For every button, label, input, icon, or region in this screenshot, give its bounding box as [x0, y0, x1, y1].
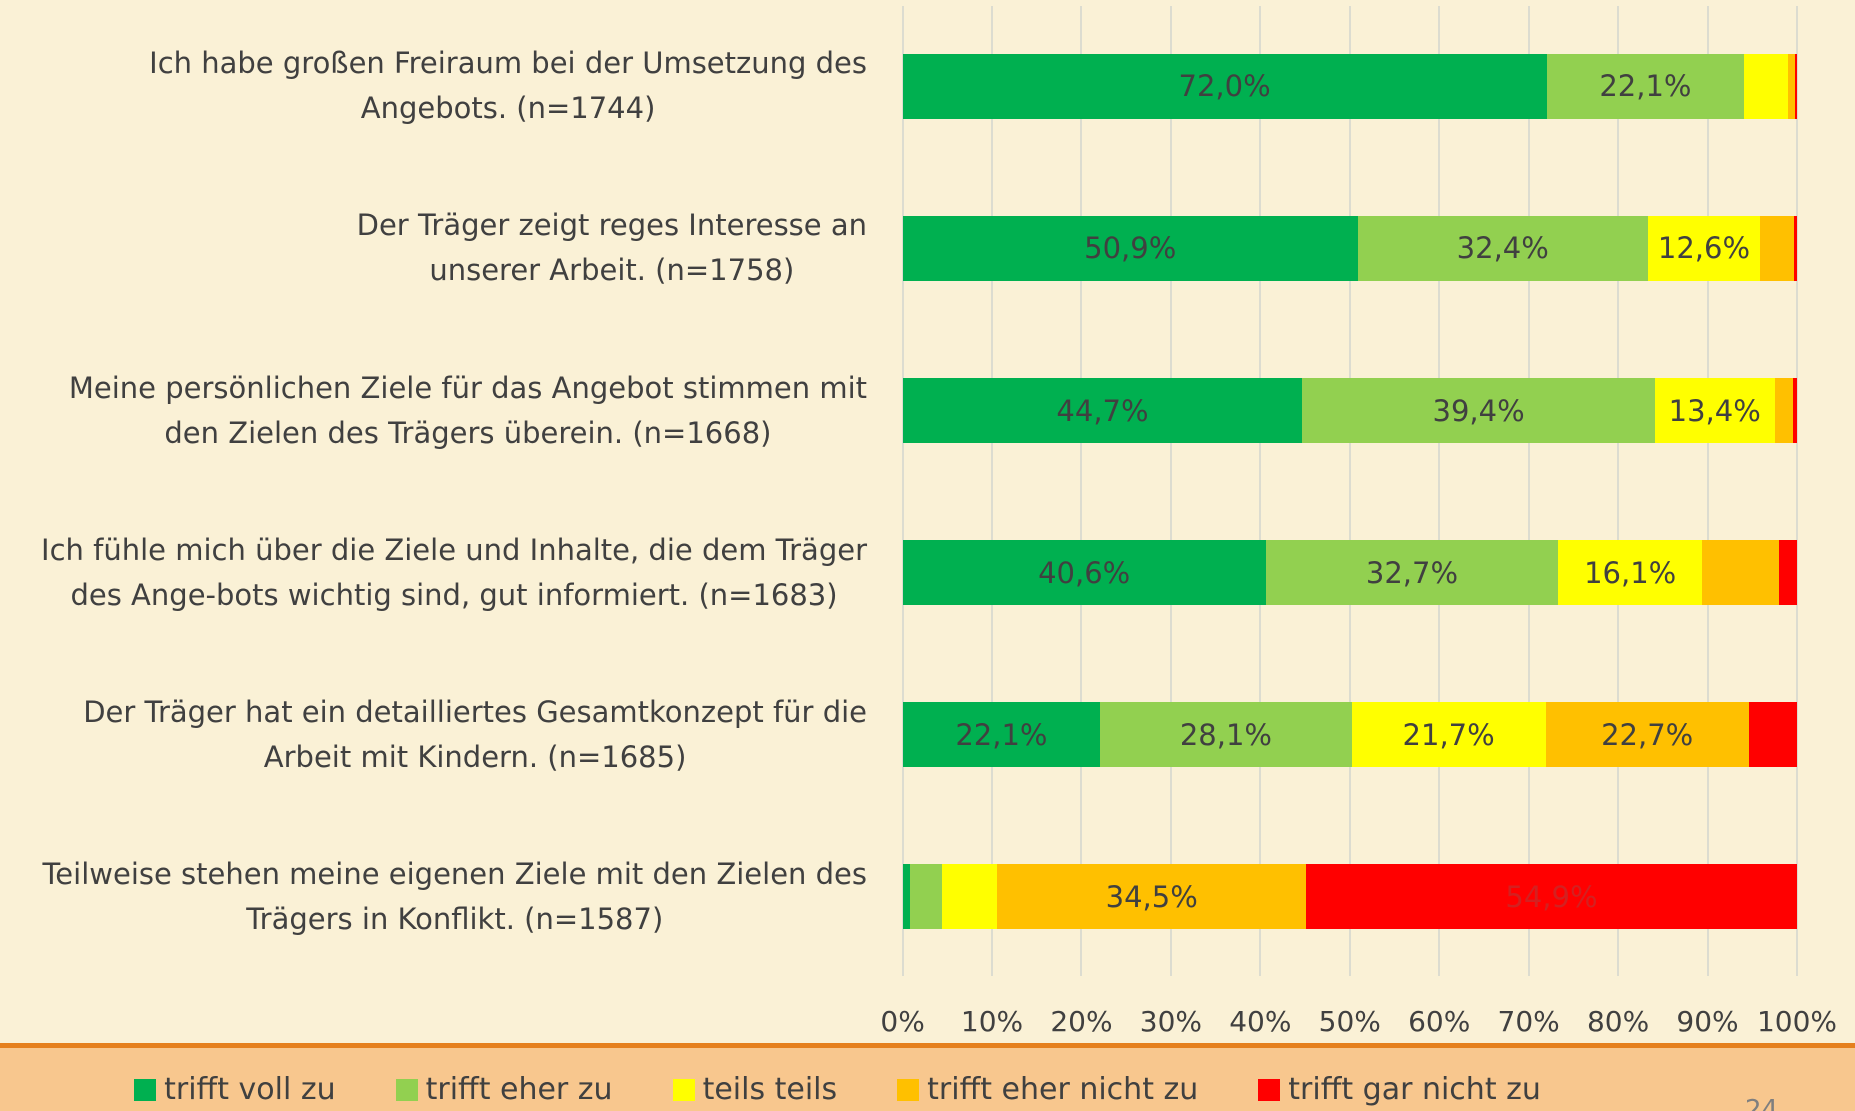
x-tick-label: 50%	[1318, 1005, 1381, 1038]
data-label: 54,9%	[1505, 879, 1598, 914]
legend-swatch	[672, 1078, 695, 1101]
data-label: 21,7%	[1402, 717, 1495, 752]
bar-segment: 32,4%	[1357, 215, 1648, 281]
bar-segment	[909, 864, 942, 930]
legend-swatch	[1258, 1078, 1281, 1101]
category-label: Der Träger hat ein detailliertes Gesamtk…	[83, 694, 867, 774]
bar-segment	[1793, 378, 1797, 444]
legend-swatch	[395, 1078, 418, 1101]
category-label: Teilweise stehen meine eigenen Ziele mit…	[42, 856, 867, 936]
legend-label: trifft gar nicht zu	[1288, 1072, 1541, 1107]
bar-segment: 44,7%	[902, 378, 1303, 444]
x-tick-label: 20%	[1050, 1005, 1113, 1038]
legend-item: teils teils	[672, 1072, 838, 1107]
bar-segment: 13,4%	[1654, 378, 1775, 444]
bar-segment: 34,5%	[997, 864, 1306, 930]
bar-segment	[1779, 540, 1797, 606]
legend-swatch	[897, 1078, 920, 1101]
data-label: 22,1%	[1599, 69, 1692, 104]
bar-segment: 22,1%	[1546, 53, 1745, 119]
bar-segment	[1794, 215, 1797, 281]
data-label: 12,6%	[1657, 231, 1751, 266]
data-label: 32,7%	[1365, 555, 1459, 590]
data-label: 32,4%	[1456, 231, 1549, 266]
legend-label: trifft eher nicht zu	[927, 1072, 1199, 1107]
data-label: 72,0%	[1178, 69, 1271, 104]
bar-segment	[941, 864, 998, 930]
bar-segment: 54,9%	[1305, 864, 1797, 930]
x-tick-label: 70%	[1497, 1005, 1560, 1038]
x-tick-label: 40%	[1229, 1005, 1292, 1038]
data-label: 39,4%	[1432, 393, 1525, 428]
grid-line	[901, 6, 904, 976]
x-tick-label: 80%	[1586, 1005, 1650, 1038]
bar-segment	[1774, 378, 1794, 444]
bar-segment	[902, 864, 910, 930]
bar-segment	[1702, 540, 1780, 606]
grid-line	[1348, 6, 1351, 976]
bar-segment	[1744, 53, 1789, 119]
data-label: 50,9%	[1084, 231, 1177, 266]
legend-swatch	[134, 1078, 157, 1101]
bar-segment: 39,4%	[1302, 378, 1655, 444]
bar-segment	[1795, 53, 1797, 119]
grid-line	[1706, 6, 1709, 976]
grid-line	[1527, 6, 1530, 976]
legend-label: teils teils	[702, 1072, 838, 1107]
data-label: 22,7%	[1601, 717, 1694, 752]
grid-line	[1080, 6, 1083, 976]
grid-line	[991, 6, 994, 976]
category-label: Ich fühle mich über die Ziele und Inhalt…	[41, 532, 867, 612]
x-tick-label: 10%	[960, 1005, 1024, 1038]
bar-segment	[1760, 215, 1795, 281]
page-number: 24	[1745, 1095, 1779, 1111]
bar-segment	[1788, 53, 1796, 119]
bar-segment: 22,1%	[902, 702, 1101, 768]
legend-label: trifft voll zu	[164, 1072, 336, 1107]
category-label: Der Träger zeigt reges Interesse an unse…	[356, 208, 867, 288]
data-label: 28,1%	[1179, 717, 1272, 752]
legend: trifft voll zu trifft eher zu teils teils t…	[0, 1072, 1765, 1107]
bar-segment	[1748, 702, 1797, 768]
data-label: 44,7%	[1056, 393, 1149, 428]
x-tick-label: 60%	[1408, 1005, 1471, 1038]
legend-item: trifft eher zu	[395, 1072, 613, 1107]
footer-band	[0, 1043, 1855, 1111]
category-label: Meine persönlichen Ziele für das Angebot…	[68, 370, 867, 450]
bar-segment: 72,0%	[902, 53, 1547, 119]
x-tick-label: 30%	[1139, 1005, 1203, 1038]
data-label: 16,1%	[1584, 555, 1677, 590]
x-tick-label: 90%	[1676, 1005, 1739, 1038]
bar-segment: 32,7%	[1265, 540, 1559, 606]
x-tick-label: 0%	[880, 1005, 925, 1038]
bar-segment: 22,7%	[1545, 702, 1749, 768]
grid-line	[1438, 6, 1441, 976]
category-label: Ich habe großen Freiraum bei der Umsetzu…	[149, 46, 867, 126]
bar-segment: 50,9%	[902, 215, 1358, 281]
legend-item: trifft voll zu	[134, 1072, 336, 1107]
grid-line	[1796, 6, 1798, 976]
data-label: 22,1%	[955, 717, 1048, 752]
x-tick-label: 100%	[1756, 1005, 1838, 1038]
legend-item: trifft gar nicht zu	[1258, 1072, 1541, 1107]
grid-line	[1617, 6, 1620, 976]
grid-line	[1169, 6, 1172, 976]
bar-segment: 40,6%	[902, 540, 1266, 606]
legend-item: trifft eher nicht zu	[897, 1072, 1198, 1107]
bar-segment: 16,1%	[1558, 540, 1703, 606]
bar-segment: 28,1%	[1100, 702, 1352, 768]
data-label: 13,4%	[1668, 393, 1761, 428]
data-label: 34,5%	[1105, 879, 1198, 914]
grid-line	[1259, 6, 1262, 976]
legend-label: trifft eher zu	[425, 1072, 613, 1107]
bar-segment: 12,6%	[1647, 215, 1761, 281]
data-label: 40,6%	[1038, 555, 1131, 590]
bar-segment: 21,7%	[1351, 702, 1546, 768]
